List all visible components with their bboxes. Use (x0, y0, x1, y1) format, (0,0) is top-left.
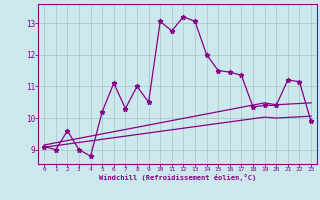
X-axis label: Windchill (Refroidissement éolien,°C): Windchill (Refroidissement éolien,°C) (99, 174, 256, 181)
